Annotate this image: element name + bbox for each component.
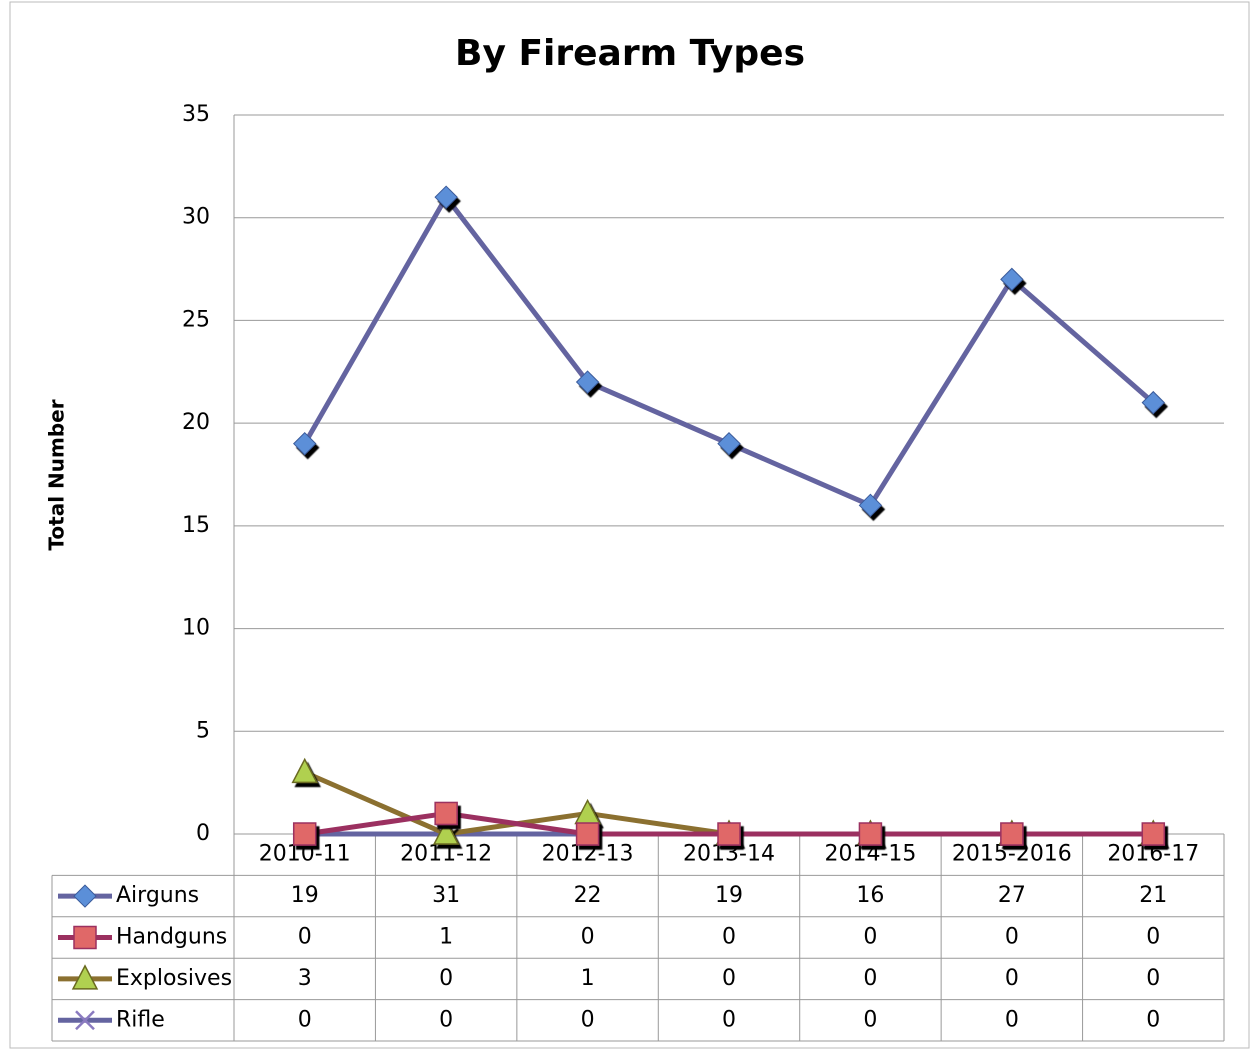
y-tick-label: 20 bbox=[182, 410, 210, 435]
data-point bbox=[858, 822, 883, 846]
data-point bbox=[575, 822, 600, 846]
table-value: 1 bbox=[439, 925, 453, 950]
legend-label: Rifle bbox=[116, 1007, 165, 1032]
data-point bbox=[291, 757, 318, 784]
table-value: 0 bbox=[298, 1007, 312, 1032]
data-point bbox=[434, 185, 458, 209]
table-value: 22 bbox=[574, 883, 602, 908]
y-tick-label: 15 bbox=[182, 513, 210, 538]
table-value: 0 bbox=[863, 925, 877, 950]
data-point-shape bbox=[291, 757, 318, 784]
table-value: 19 bbox=[715, 883, 743, 908]
data-point bbox=[1141, 390, 1165, 415]
y-axis-label: Total Number bbox=[45, 399, 69, 550]
y-tick-label: 10 bbox=[182, 616, 210, 641]
table-value: 19 bbox=[291, 883, 319, 908]
data-point-shape bbox=[1141, 822, 1166, 846]
data-point-shape bbox=[434, 801, 458, 826]
y-tick-label: 25 bbox=[182, 307, 210, 332]
legend-marker bbox=[75, 1010, 95, 1031]
chart-title: By Firearm Types bbox=[455, 33, 805, 74]
table-value: 0 bbox=[1146, 1007, 1160, 1032]
data-point-shape bbox=[292, 822, 317, 846]
data-point bbox=[717, 822, 741, 846]
table-value: 1 bbox=[581, 966, 595, 991]
table-value: 27 bbox=[998, 883, 1026, 908]
x-tick-label: 2010-11 bbox=[259, 842, 351, 867]
chart-border bbox=[9, 1, 1250, 1049]
y-tick-label: 0 bbox=[196, 821, 210, 846]
data-point-shape bbox=[1000, 822, 1024, 846]
data-point bbox=[1000, 267, 1024, 292]
table-value: 21 bbox=[1139, 883, 1167, 908]
y-tick-label: 5 bbox=[196, 718, 210, 743]
table-value: 0 bbox=[1146, 925, 1160, 950]
table-value: 0 bbox=[1146, 966, 1160, 991]
legend-marker bbox=[71, 964, 99, 990]
data-point bbox=[1000, 822, 1024, 846]
table-value: 0 bbox=[1005, 966, 1019, 991]
legend-marker-shape bbox=[73, 925, 97, 950]
data-point-shape bbox=[293, 431, 317, 456]
data-point-shape bbox=[717, 822, 741, 846]
legend-label: Handguns bbox=[116, 925, 227, 950]
table-value: 0 bbox=[439, 966, 453, 991]
table-value: 0 bbox=[1005, 1007, 1019, 1032]
table-value: 0 bbox=[581, 1007, 595, 1032]
table-value: 0 bbox=[863, 1007, 877, 1032]
data-point bbox=[292, 822, 317, 846]
table-value: 31 bbox=[432, 883, 460, 908]
data-point-shape bbox=[858, 493, 883, 518]
legend-label: Airguns bbox=[116, 883, 199, 908]
data-point bbox=[717, 431, 741, 456]
data-point-shape bbox=[858, 822, 883, 846]
data-point bbox=[858, 493, 883, 518]
legend-marker bbox=[73, 884, 97, 908]
data-point-shape bbox=[717, 431, 741, 456]
table-value: 0 bbox=[722, 966, 736, 991]
legend-marker-shape bbox=[75, 1010, 95, 1031]
x-tick-label: 2016-17 bbox=[1107, 842, 1199, 867]
data-point-shape bbox=[575, 370, 600, 394]
data-point bbox=[1141, 822, 1166, 846]
legend-label: Explosives bbox=[116, 966, 232, 991]
x-tick-label: 2015-2016 bbox=[952, 842, 1072, 867]
table-value: 0 bbox=[581, 925, 595, 950]
table-value: 0 bbox=[298, 925, 312, 950]
x-tick-label: 2011-12 bbox=[400, 842, 492, 867]
data-point-shape bbox=[575, 822, 600, 846]
data-point-shape bbox=[1141, 390, 1165, 415]
table-value: 16 bbox=[856, 883, 884, 908]
y-tick-label: 30 bbox=[182, 205, 210, 230]
data-point bbox=[575, 370, 600, 394]
data-point bbox=[434, 801, 458, 826]
table-value: 0 bbox=[722, 1007, 736, 1032]
table-value: 3 bbox=[298, 966, 312, 991]
x-tick-label: 2014-15 bbox=[824, 842, 916, 867]
data-point-shape bbox=[432, 819, 460, 845]
data-point-shape bbox=[1000, 267, 1024, 292]
table-value: 0 bbox=[439, 1007, 453, 1032]
x-tick-label: 2012-13 bbox=[542, 842, 634, 867]
table-value: 0 bbox=[863, 966, 877, 991]
table-value: 0 bbox=[1005, 925, 1019, 950]
legend-marker bbox=[73, 925, 97, 950]
data-point bbox=[432, 819, 460, 845]
table-value: 0 bbox=[722, 925, 736, 950]
y-tick-label: 35 bbox=[182, 102, 210, 127]
legend-marker-shape bbox=[71, 964, 99, 990]
data-point-shape bbox=[434, 185, 458, 209]
data-point bbox=[293, 431, 317, 456]
x-tick-label: 2013-14 bbox=[683, 842, 775, 867]
legend-marker-shape bbox=[73, 884, 97, 908]
